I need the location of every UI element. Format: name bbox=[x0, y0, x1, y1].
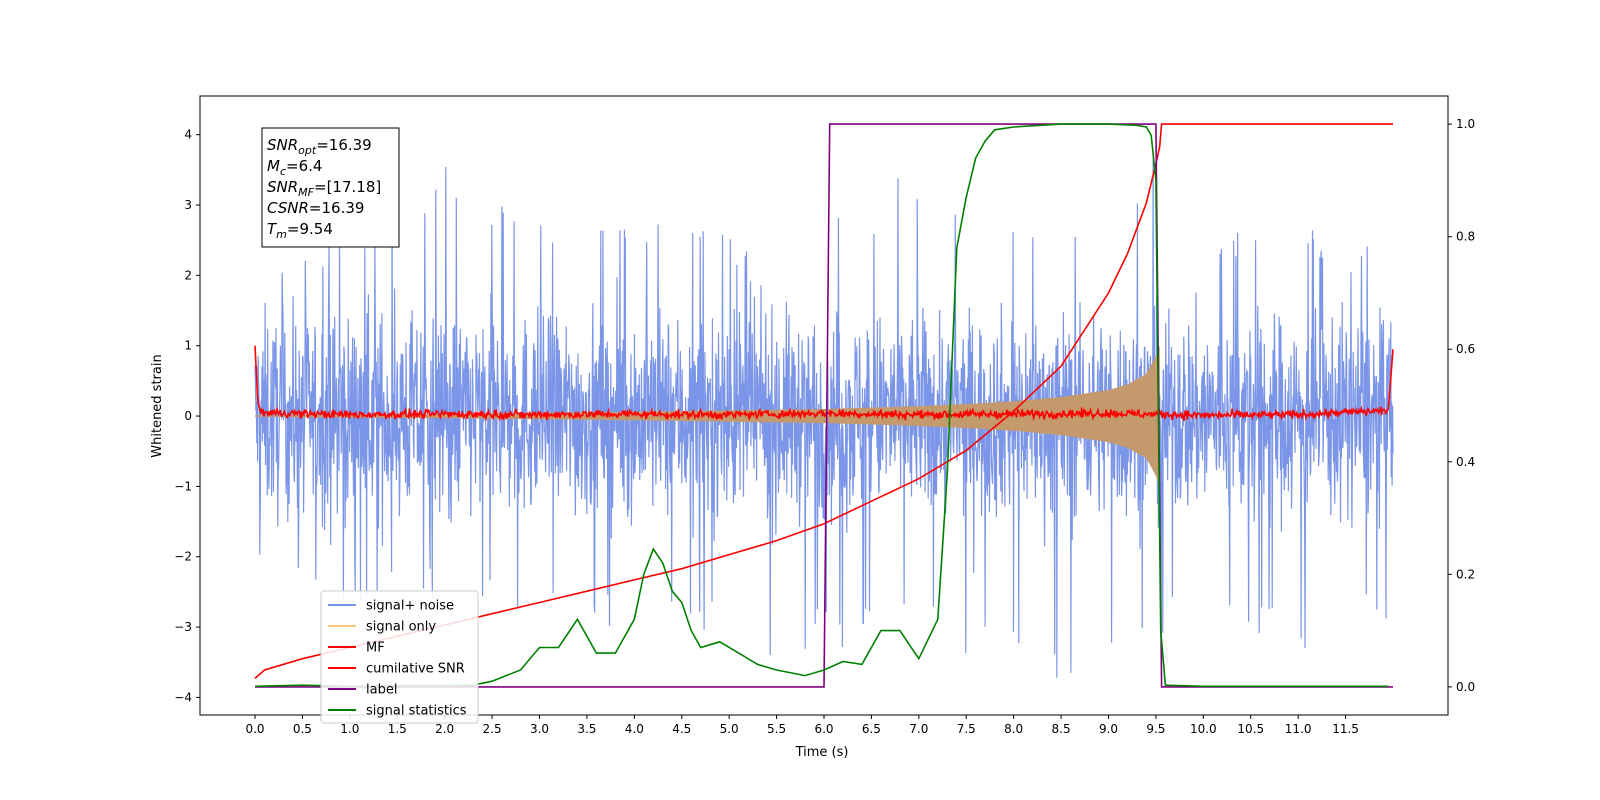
x-tick-label: 4.0 bbox=[625, 722, 644, 736]
x-tick-label: 5.5 bbox=[767, 722, 786, 736]
x-tick-label: 3.5 bbox=[577, 722, 596, 736]
y-tick-label: 1 bbox=[184, 339, 192, 353]
series-signal-only-fill bbox=[255, 345, 1160, 487]
x-tick-label: 8.5 bbox=[1052, 722, 1071, 736]
y-tick-label: 4 bbox=[184, 128, 192, 142]
y-axis-left: 4 3 2 1 0 −1 −2 −3 −4 bbox=[174, 128, 200, 704]
y2-tick-label: 1.0 bbox=[1456, 117, 1475, 131]
y-tick-label: 2 bbox=[184, 268, 192, 282]
x-tick-label: 9.0 bbox=[1099, 722, 1118, 736]
x-axis-label: Time (s) bbox=[795, 745, 849, 760]
y-tick-label: −1 bbox=[174, 479, 192, 493]
annotation-line: SNRMF=[17.18] bbox=[267, 178, 381, 199]
legend-label: signal statistics bbox=[366, 704, 467, 719]
y-axis-right: 1.0 0.8 0.6 0.4 0.2 0.0 bbox=[1448, 117, 1475, 694]
x-tick-label: 7.0 bbox=[909, 722, 928, 736]
x-tick-label: 6.5 bbox=[862, 722, 881, 736]
legend: signal+ noise signal only MF cumilative SNR… bbox=[320, 590, 479, 724]
y-tick-label: −2 bbox=[174, 550, 192, 564]
legend-label: signal+ noise bbox=[366, 599, 454, 614]
x-tick-label: 1.0 bbox=[340, 722, 359, 736]
x-tick-label: 4.5 bbox=[672, 722, 691, 736]
y-tick-label: −4 bbox=[174, 690, 192, 704]
x-tick-label: 5.0 bbox=[720, 722, 739, 736]
x-tick-label: 11.0 bbox=[1285, 722, 1312, 736]
y-axis-label: Whitened strain bbox=[150, 354, 165, 457]
x-tick-label: 2.0 bbox=[435, 722, 454, 736]
x-tick-label: 10.5 bbox=[1237, 722, 1264, 736]
x-tick-label: 1.5 bbox=[388, 722, 407, 736]
series-signal-statistics-line bbox=[254, 123, 1389, 688]
series-signal-noise-line bbox=[254, 155, 1394, 678]
y-tick-label: 3 bbox=[184, 198, 192, 212]
y2-tick-label: 0.0 bbox=[1456, 680, 1475, 694]
x-tick-label: 7.5 bbox=[957, 722, 976, 736]
stats-annotation-box: SNRopt=16.39Mc=6.4SNRMF=[17.18]CSNR=16.3… bbox=[261, 127, 400, 248]
x-axis: 0.0 0.5 1.0 1.5 2.0 2.5 3.0 3.5 4.0 4.5 5.0 5.5 6.0 6… bbox=[245, 715, 1359, 736]
x-tick-label: 9.5 bbox=[1146, 722, 1165, 736]
annotation-line: Tm=9.54 bbox=[267, 220, 333, 241]
x-tick-label: 0.5 bbox=[293, 722, 312, 736]
y2-tick-label: 0.6 bbox=[1456, 342, 1475, 356]
x-tick-label: 3.0 bbox=[530, 722, 549, 736]
x-tick-label: 0.0 bbox=[245, 722, 264, 736]
annotation-line: SNRopt=16.39 bbox=[267, 136, 372, 157]
x-tick-label: 6.0 bbox=[814, 722, 833, 736]
y-tick-label: −3 bbox=[174, 620, 192, 634]
x-tick-label: 2.5 bbox=[483, 722, 502, 736]
series-mf-line bbox=[254, 345, 1394, 422]
legend-label: cumilative SNR bbox=[366, 662, 465, 677]
legend-label: signal only bbox=[366, 620, 436, 635]
y-tick-label: 0 bbox=[184, 409, 192, 423]
annotation-line: Mc=6.4 bbox=[267, 157, 322, 178]
legend-label: label bbox=[366, 683, 397, 698]
y2-tick-label: 0.4 bbox=[1456, 455, 1475, 469]
legend-frame bbox=[320, 590, 479, 724]
x-tick-label: 8.0 bbox=[1004, 722, 1023, 736]
y2-tick-label: 0.8 bbox=[1456, 230, 1475, 244]
annotation-frame bbox=[261, 127, 400, 248]
y2-tick-label: 0.2 bbox=[1456, 567, 1475, 581]
annotation-line: CSNR=16.39 bbox=[267, 199, 364, 217]
x-tick-label: 11.5 bbox=[1332, 722, 1359, 736]
x-tick-label: 10.0 bbox=[1190, 722, 1217, 736]
legend-label: MF bbox=[366, 641, 385, 656]
